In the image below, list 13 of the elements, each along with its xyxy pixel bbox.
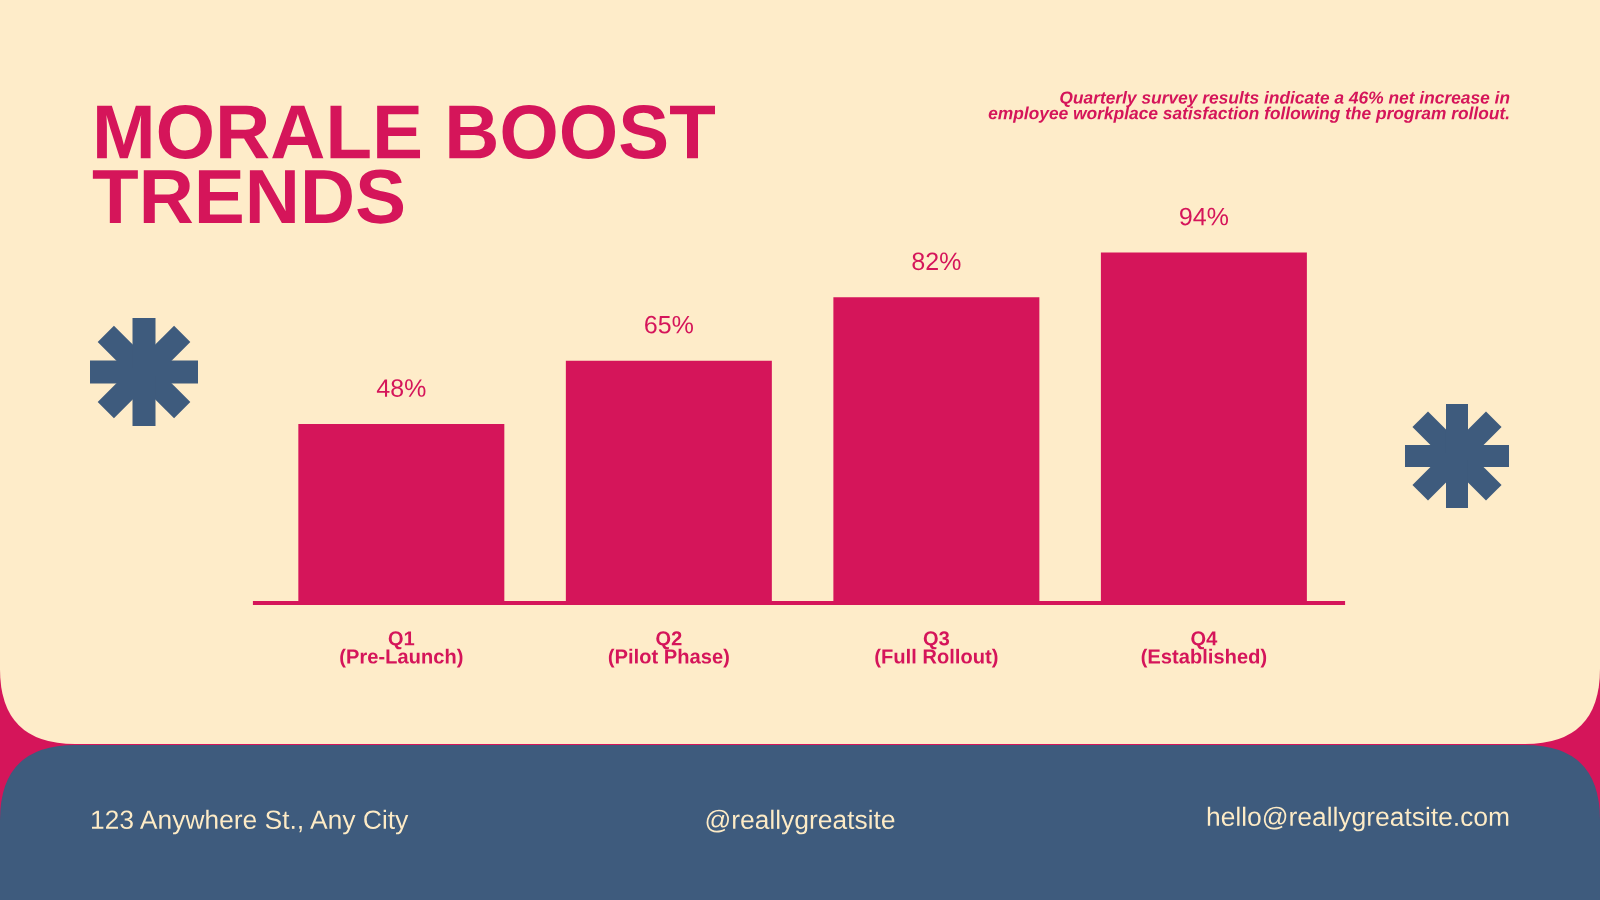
x-tick-label: Q3 (Full Rollout) [875,631,998,668]
x-tick-label: Q4 (Established) [1141,631,1267,668]
x-tick-label: Q1 (Pre-Launch) [340,631,463,668]
text: @reallygreatsite [706,809,895,835]
data-label: 48% [376,379,426,397]
x-tick-label: Q2 (Pilot Phase) [608,631,729,668]
text: hello@reallygreatsite.com [1207,806,1509,832]
text: 123 Anywhere St., Any City [92,809,409,835]
data-label: 65% [645,315,693,334]
chart-title: MORALE BOOST TRENDS [92,105,716,224]
data-label: 94% [1180,207,1229,226]
data-label: 82% [912,252,961,271]
chart-subtitle: Quarterly survey results indicate a 46% net increase in employee workplace satisfaction following the program rollout. [988,91,1510,123]
